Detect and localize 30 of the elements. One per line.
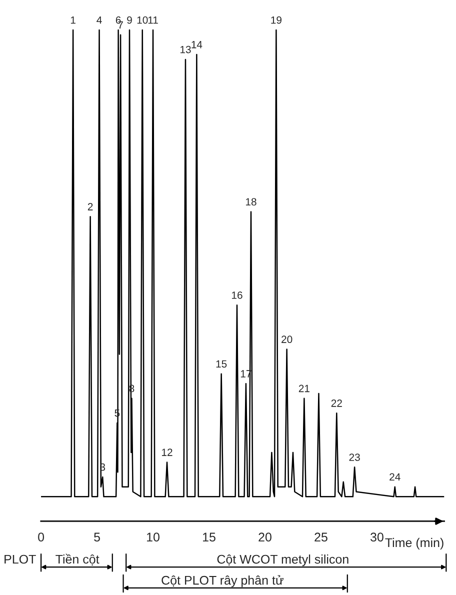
annotation: 12: [162, 448, 172, 456]
x-tick-label: 25: [314, 532, 328, 542]
annotation: 9: [127, 16, 132, 24]
text: Cột PLOT rây phân tử: [162, 575, 284, 588]
text: Cột WCOT metyl silicon: [217, 554, 348, 566]
annotation: 11: [148, 16, 158, 24]
text: PLOT: [4, 554, 36, 564]
annotation: 19: [271, 16, 282, 24]
annotation: 22: [331, 400, 342, 407]
x-axis-title: Time (min): [385, 538, 444, 550]
x-tick-label: 15: [203, 532, 216, 542]
annotation: 24: [390, 473, 400, 481]
annotation: 2: [88, 203, 93, 210]
annotation: 10: [137, 16, 148, 24]
x-tick-label: 30: [370, 532, 384, 542]
annotation: 16: [232, 291, 242, 299]
x-tick-label: 10: [147, 532, 160, 542]
annotation: 13: [180, 46, 191, 54]
annotation: 21: [298, 384, 310, 392]
annotation: 20: [282, 336, 292, 344]
x-tick-label: 5: [94, 532, 100, 542]
x-tick-label: 20: [258, 532, 272, 542]
annotation: 18: [246, 198, 256, 206]
annotation: 15: [216, 360, 227, 368]
x-tick-label: 0: [38, 532, 44, 542]
annotation: 14: [192, 41, 202, 48]
annotation: 23: [349, 454, 360, 461]
annotation: 1: [70, 16, 76, 24]
text: Tiền cột: [56, 554, 100, 566]
annotation: 4: [96, 16, 102, 24]
